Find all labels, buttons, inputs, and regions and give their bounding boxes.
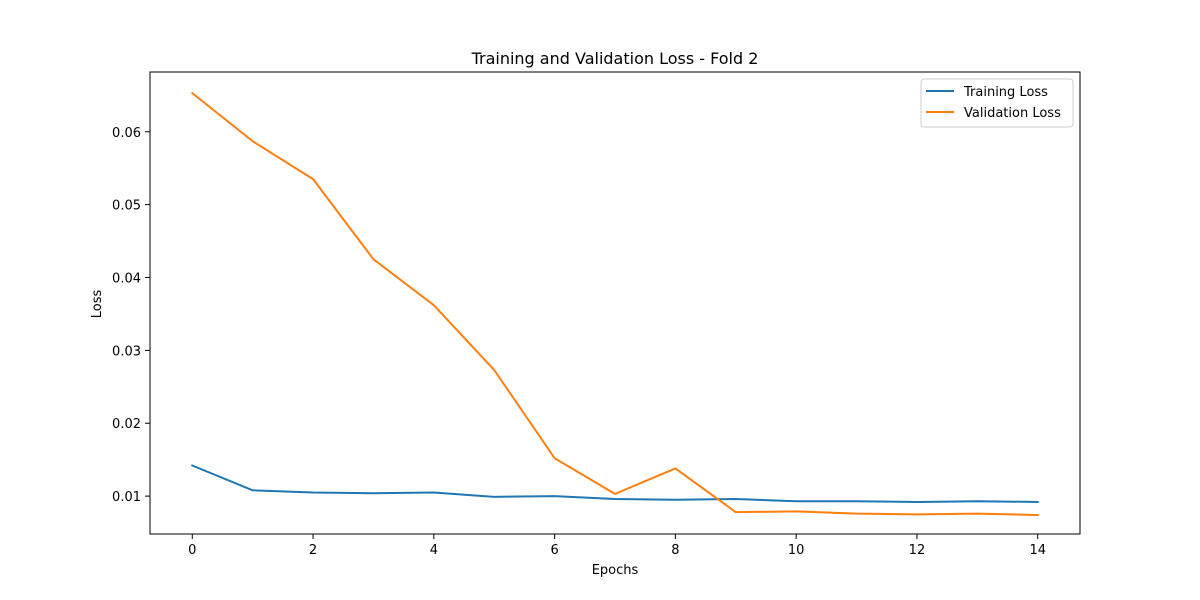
x-tick-label: 6: [550, 543, 558, 558]
legend-box: [920, 78, 1074, 128]
legend-label-validation-loss: Validation Loss: [964, 106, 1061, 121]
y-tick-label: 0.05: [112, 199, 141, 214]
y-tick-label: 0.04: [112, 271, 141, 286]
y-tick-label: 0.01: [112, 490, 141, 505]
x-tick-label: 2: [309, 543, 317, 558]
x-tick-label: 0: [188, 543, 196, 558]
x-axis-title: Epochs: [592, 563, 639, 578]
x-tick-label: 10: [788, 543, 805, 558]
plot-area: [150, 72, 1080, 534]
axes-frame: [149, 71, 1081, 535]
y-axis-title: Loss: [90, 290, 105, 319]
axes-layer: 0 2 4 6 8 10 12 14 0.01 0.02 0.03 0.04 0.05 0.06: [112, 71, 1081, 558]
plot-background: [150, 72, 1080, 534]
x-tick-label: 12: [909, 543, 926, 558]
legend-label-training-loss: Training Loss: [963, 85, 1048, 100]
series-layer: [190, 91, 1039, 517]
series-line-training-loss: [190, 464, 1039, 503]
x-tick-label: 14: [1029, 543, 1046, 558]
legend: Training Loss Validation Loss: [920, 78, 1074, 128]
y-tick-label: 0.03: [112, 344, 141, 359]
x-tick-label: 8: [671, 543, 679, 558]
y-tick-label: 0.06: [112, 126, 141, 141]
chart-title: Training and Validation Loss - Fold 2: [471, 49, 759, 68]
x-tick-label: 4: [430, 543, 438, 558]
y-tick-label: 0.02: [112, 417, 141, 432]
series-line-validation-loss: [190, 91, 1039, 517]
